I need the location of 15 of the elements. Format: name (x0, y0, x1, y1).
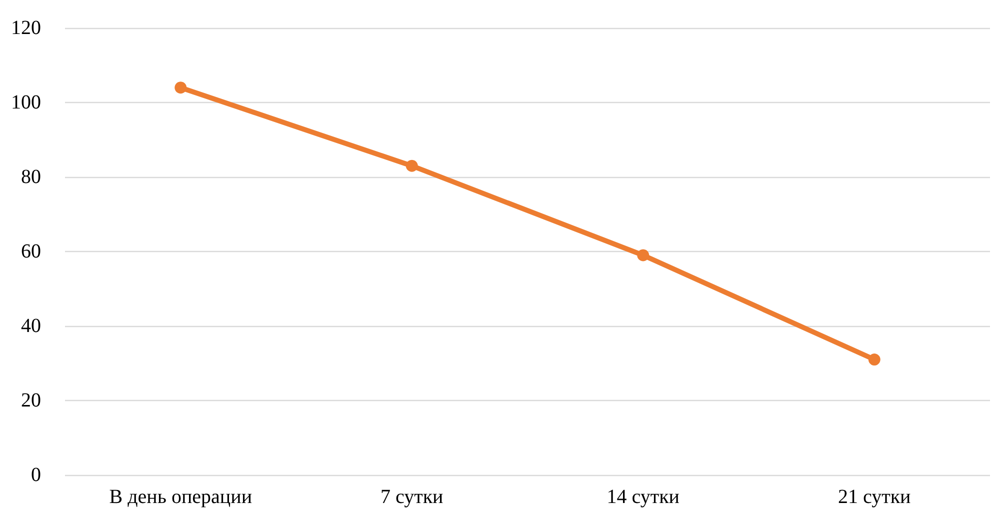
y-tick-label: 0 (31, 464, 41, 486)
point (406, 160, 418, 172)
y-tick-label: 60 (21, 240, 41, 262)
x-tick-label: В день операции (109, 486, 252, 508)
y-tick-label: 20 (21, 390, 41, 412)
x-tick-label: 14 сутки (606, 486, 680, 508)
y-tick-label: 80 (21, 166, 41, 188)
x-tick-label: 21 сутки (838, 486, 912, 508)
x-tick-label: 7 сутки (380, 486, 444, 508)
point (174, 82, 187, 94)
y-tick-label: 120 (11, 17, 41, 39)
y-tick-label: 100 (11, 92, 41, 114)
point (637, 249, 650, 262)
point (868, 354, 880, 366)
y-tick-label: 40 (21, 315, 41, 337)
